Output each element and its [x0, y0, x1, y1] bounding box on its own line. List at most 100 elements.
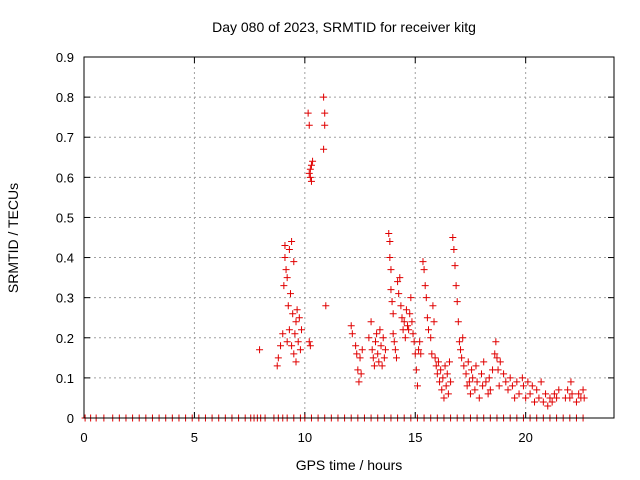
data-point — [453, 298, 461, 306]
data-point — [449, 234, 457, 241]
x-tick-label: 0 — [80, 430, 87, 445]
data-point — [431, 354, 439, 362]
data-point — [528, 382, 536, 390]
y-tick-label: 0.6 — [56, 170, 74, 185]
data-point — [372, 338, 379, 346]
data-point — [531, 398, 538, 406]
data-point — [288, 342, 296, 350]
data-point — [305, 169, 313, 177]
data-point — [284, 302, 292, 310]
data-point — [513, 378, 521, 386]
data-point — [465, 378, 473, 386]
data-point — [468, 366, 476, 374]
data-point — [428, 350, 436, 358]
data-point — [420, 266, 428, 274]
data-point — [423, 314, 431, 322]
data-point — [458, 354, 466, 362]
data-point — [471, 386, 479, 394]
data-point — [402, 306, 410, 314]
data-point — [440, 394, 448, 402]
data-point — [457, 346, 465, 354]
data-point — [306, 173, 314, 181]
data-point — [566, 394, 574, 402]
y-axis-label: SRMTID / TECUs — [5, 183, 21, 293]
data-point — [496, 358, 504, 366]
data-point — [387, 286, 395, 294]
data-point — [280, 282, 288, 290]
data-point — [486, 386, 494, 394]
data-point — [274, 354, 282, 362]
data-point — [504, 386, 512, 394]
data-point — [294, 338, 302, 346]
data-point — [388, 298, 396, 306]
data-point — [381, 346, 389, 354]
data-point — [412, 366, 420, 374]
data-point — [386, 238, 394, 246]
data-point — [281, 254, 289, 262]
grid-lines — [84, 57, 614, 418]
data-point — [553, 394, 561, 402]
data-point — [285, 246, 293, 254]
data-point — [376, 326, 384, 334]
data-point — [473, 378, 481, 386]
data-point — [480, 358, 488, 366]
data-point — [522, 394, 530, 402]
data-point — [289, 310, 297, 318]
data-point — [441, 362, 449, 370]
data-point — [295, 314, 303, 322]
data-point — [356, 354, 364, 362]
data-point — [550, 390, 558, 398]
data-point — [492, 338, 500, 346]
data-point — [320, 93, 328, 101]
x-tick-label: 5 — [191, 430, 198, 445]
data-point — [518, 374, 526, 382]
data-point — [567, 378, 575, 386]
data-point — [430, 318, 438, 326]
data-point — [321, 121, 329, 129]
data-point — [508, 382, 516, 390]
data-point — [390, 338, 398, 346]
data-point — [425, 326, 432, 334]
data-point — [304, 109, 312, 117]
data-point — [298, 326, 306, 334]
y-tick-label: 0.9 — [56, 50, 74, 65]
data-point — [575, 390, 583, 398]
data-point — [305, 121, 313, 129]
data-point — [306, 342, 314, 350]
data-point — [387, 266, 395, 274]
data-point — [281, 242, 289, 250]
y-tick-label: 0.3 — [56, 291, 74, 306]
data-point — [352, 342, 360, 350]
data-point — [422, 294, 430, 302]
data-point — [417, 350, 425, 358]
data-point — [365, 334, 373, 342]
y-tick-label: 0 — [67, 411, 74, 426]
data-point — [572, 398, 580, 406]
data-point — [466, 390, 474, 398]
data-point — [439, 374, 447, 382]
data-point — [433, 370, 441, 378]
x-tick-label: 10 — [298, 430, 312, 445]
data-point — [451, 262, 459, 270]
data-point — [564, 386, 572, 394]
data-point — [454, 318, 462, 326]
data-point — [347, 322, 355, 330]
data-point — [542, 390, 550, 398]
data-point — [546, 394, 554, 402]
data-point — [515, 390, 523, 398]
data-point — [307, 177, 315, 185]
data-point — [389, 310, 397, 318]
data-point — [436, 378, 444, 386]
data-point — [375, 358, 383, 366]
data-point — [374, 350, 382, 358]
y-tick-label: 0.4 — [56, 251, 74, 266]
data-point — [524, 378, 532, 386]
data-point — [320, 145, 328, 153]
data-point — [479, 382, 487, 390]
data-point — [380, 354, 388, 362]
data-point — [502, 378, 510, 386]
data-point — [358, 346, 366, 354]
data-point — [450, 246, 458, 254]
data-point — [472, 362, 480, 370]
